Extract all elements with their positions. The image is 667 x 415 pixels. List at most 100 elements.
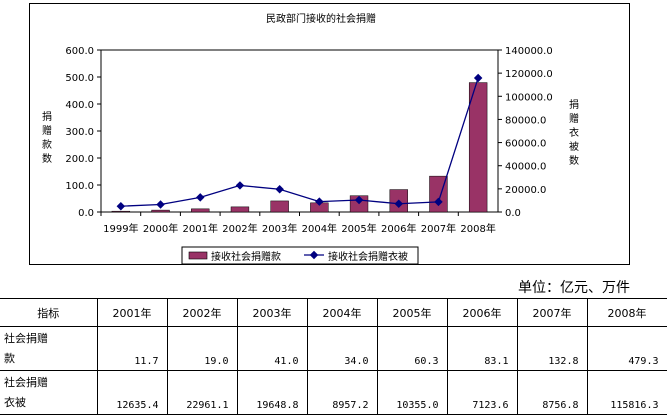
legend-line-marker — [309, 250, 319, 260]
legend-bar-swatch — [188, 251, 208, 260]
table-header-year: 2004年 — [306, 298, 378, 327]
left-tick-label: 200.0 — [65, 154, 94, 165]
left-tick-label: 500.0 — [65, 73, 94, 84]
bar — [111, 210, 131, 213]
left-tick-label: 100.0 — [65, 181, 94, 192]
chart-frame: 民政部门接收的社会捐赠 0.0 100.0 200.0 300.0 400.0 500.0… — [29, 3, 630, 265]
row-label: 社会捐赠 衣被 — [0, 370, 98, 415]
row-label: 社会捐赠 款 — [0, 326, 98, 371]
left-axis-ticks: 0.0 100.0 200.0 300.0 400.0 500.0 600.0 — [65, 46, 101, 219]
axis-label-char: 赠 — [42, 124, 52, 137]
row-label-line: 款 — [4, 351, 15, 365]
x-tick-label: 2007年 — [421, 222, 456, 235]
axis-label-char: 赠 — [569, 112, 579, 125]
table-cell: 83.1 — [446, 326, 518, 371]
table-cell: 19648.8 — [236, 370, 308, 415]
row-label-line: 社会捐赠 — [4, 375, 48, 389]
right-tick-label: 140000.0 — [505, 46, 553, 57]
bar — [151, 209, 170, 213]
x-tick-label: 2004年 — [302, 222, 337, 235]
bar — [429, 175, 448, 213]
table-cell: 10355.0 — [376, 370, 448, 415]
table-header-year: 2005年 — [376, 298, 448, 327]
table-cell: 19.0 — [166, 326, 238, 371]
table-cell: 8957.2 — [306, 370, 378, 415]
line-path — [120, 77, 479, 207]
bar — [270, 200, 289, 213]
table-cell: 11.7 — [96, 326, 168, 371]
table-header-label: 指标 — [0, 298, 98, 327]
right-tick-label: 100000.0 — [505, 92, 553, 103]
x-tick-label: 2000年 — [143, 222, 178, 235]
table-cell: 115816.3 — [586, 370, 667, 415]
axis-label-char: 被 — [569, 140, 579, 153]
axis-label-char: 捐 — [569, 98, 579, 111]
right-tick-label: 40000.0 — [505, 162, 546, 173]
left-tick-label: 0.0 — [78, 208, 94, 219]
line-point — [275, 185, 284, 194]
row-label-line: 社会捐赠 — [4, 331, 48, 345]
x-tick-label: 2003年 — [262, 222, 297, 235]
table-cell: 34.0 — [306, 326, 378, 371]
line-point — [156, 200, 165, 209]
table-header-year: 2007年 — [516, 298, 588, 327]
right-tick-label: 80000.0 — [505, 115, 546, 126]
right-tick-label: 120000.0 — [505, 69, 553, 80]
legend-box — [181, 246, 419, 265]
table-cell: 41.0 — [236, 326, 308, 371]
legend-bar-label: 接收社会捐赠款 — [211, 250, 281, 263]
bar — [468, 82, 488, 213]
table-header-year: 2008年 — [586, 298, 667, 327]
legend: 接收社会捐赠款 接收社会捐赠衣被 — [181, 246, 419, 265]
x-tick-label: 2008年 — [460, 222, 495, 235]
right-tick-label: 60000.0 — [505, 139, 546, 150]
table-header-year: 2002年 — [166, 298, 238, 327]
bar-series — [111, 82, 488, 213]
table-cell: 479.3 — [586, 326, 667, 371]
left-tick-label: 300.0 — [65, 127, 94, 138]
x-tick-label: 2005年 — [341, 222, 376, 235]
right-axis-ticks: 0.0 20000.0 40000.0 60000.0 80000.0 100000.0 1… — [498, 46, 553, 219]
table-row: 社会捐赠 款 11.7 19.0 41.0 34.0 60.3 83.1 132… — [0, 326, 667, 371]
table-cell: 8756.8 — [516, 370, 588, 415]
legend-line-label: 接收社会捐赠衣被 — [328, 250, 408, 263]
table-header-row: 指标 2001年 2002年 2003年 2004年 2005年 2006年 2… — [0, 298, 667, 327]
axis-label-char: 捐 — [42, 110, 52, 123]
line-point — [116, 201, 126, 211]
x-tick-label: 2002年 — [222, 222, 257, 235]
combo-chart: 民政部门接收的社会捐赠 0.0 100.0 200.0 300.0 400.0 500.0… — [42, 12, 579, 265]
line-point — [235, 181, 245, 190]
chart-title: 民政部门接收的社会捐赠 — [266, 12, 376, 25]
axis-label-char: 数 — [569, 154, 579, 167]
left-tick-label: 400.0 — [65, 100, 94, 111]
line-series — [116, 73, 483, 211]
axis-label-char: 数 — [42, 152, 52, 165]
line-point — [315, 197, 324, 206]
x-axis-ticks: 1999年 2000年 2001年 2002年 2003年 2004年 2005年 2006年… — [100, 212, 496, 235]
unit-label: 单位：亿元、万件 — [518, 280, 630, 296]
line-point — [394, 199, 403, 208]
table-cell: 12635.4 — [96, 370, 168, 415]
line-point — [354, 195, 364, 205]
right-tick-label: 20000.0 — [505, 185, 546, 196]
line-point — [434, 197, 443, 207]
row-label-line: 衣被 — [4, 395, 26, 409]
left-tick-label: 600.0 — [65, 46, 94, 57]
axis-label-char: 衣 — [569, 126, 579, 139]
x-tick-label: 2006年 — [381, 222, 416, 235]
bar — [230, 206, 250, 213]
table-header-year: 2001年 — [96, 298, 168, 327]
right-tick-label: 0.0 — [505, 208, 521, 219]
table-cell: 132.8 — [516, 326, 588, 371]
bar — [191, 208, 210, 213]
line-point — [473, 73, 483, 83]
table-cell: 60.3 — [376, 326, 448, 371]
table-header-year: 2003年 — [236, 298, 308, 327]
table-cell: 22961.1 — [166, 370, 238, 415]
x-tick-label: 2001年 — [183, 222, 218, 235]
data-table: 指标 2001年 2002年 2003年 2004年 2005年 2006年 2… — [0, 298, 667, 415]
table-header-year: 2006年 — [446, 298, 518, 327]
table-cell: 7123.6 — [446, 370, 518, 415]
